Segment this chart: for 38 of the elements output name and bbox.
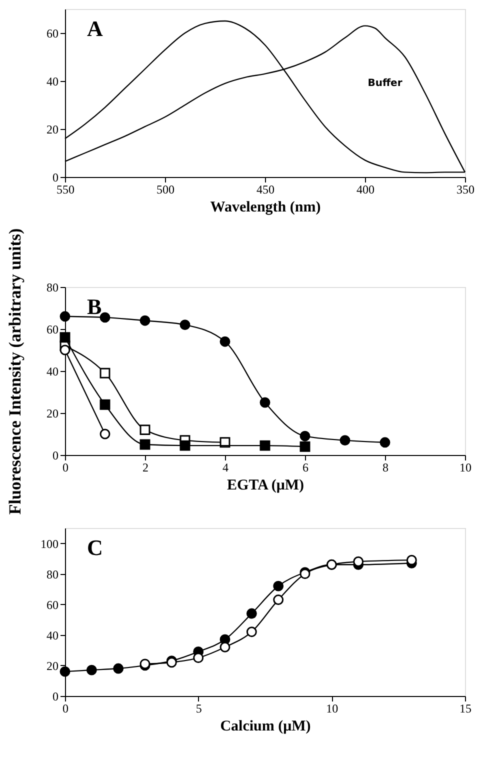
y-tick-label: 60 [46, 26, 58, 40]
y-tick-label: 100 [40, 536, 58, 551]
y-tick-label: 80 [46, 567, 58, 582]
x-axis-title: Calcium (μM) [220, 718, 311, 734]
x-tick-label: 15 [460, 702, 472, 716]
x-tick-label: 8 [382, 460, 388, 474]
x-axis-title: Wavelength (nm) [210, 200, 321, 216]
y-tick-label: 0 [52, 690, 58, 704]
annotation: C [87, 535, 103, 560]
y-tick-label: 40 [46, 628, 58, 642]
x-tick-label: 0 [62, 702, 68, 716]
x-tick-label: 4 [222, 460, 228, 474]
y-tick-label: 80 [46, 280, 58, 294]
x-tick-label: 450 [256, 182, 274, 196]
x-tick-label: 10 [460, 460, 472, 474]
y-tick-label: 40 [46, 364, 58, 378]
x-tick-label: 350 [456, 182, 474, 196]
x-tick-label: 10 [326, 702, 338, 716]
y-tick-label: 40 [46, 74, 58, 88]
x-tick-label: 2 [142, 460, 148, 474]
y-tick-label: 20 [46, 658, 58, 673]
x-tick-label: 6 [302, 460, 308, 474]
annotation: B [87, 294, 102, 319]
y-tick-label: 0 [52, 170, 58, 184]
x-tick-label: 500 [156, 182, 174, 196]
y-tick-label: 0 [52, 448, 58, 462]
y-tick-label: 60 [46, 322, 58, 336]
x-tick-label: 5 [196, 702, 202, 716]
x-axis-title: EGTA (μM) [227, 478, 304, 494]
y-axis-title: Fluorescence Intensity (arbitrary units) [6, 228, 24, 515]
x-tick-label: 0 [62, 460, 68, 474]
y-tick-label: 60 [46, 598, 58, 612]
y-tick-label: 20 [46, 406, 58, 420]
x-tick-label: 550 [56, 182, 74, 196]
x-tick-label: 400 [356, 182, 374, 196]
y-tick-label: 20 [46, 122, 58, 136]
annotation: Buffer [368, 78, 402, 89]
annotation: A [87, 16, 103, 41]
